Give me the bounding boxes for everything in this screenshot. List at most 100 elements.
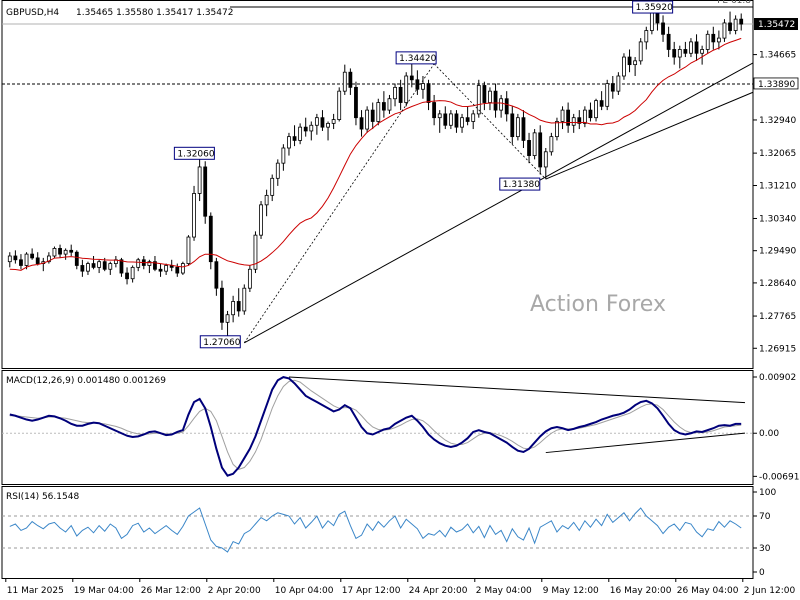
- bull-candle: [197, 166, 202, 194]
- bear-candle: [728, 22, 732, 31]
- time-tick-label: 2 May 04:00: [476, 586, 532, 596]
- bear-candle: [175, 266, 180, 274]
- price-label-text: 1.34420: [399, 54, 436, 64]
- price-tick-label: 1.29490: [759, 247, 796, 257]
- bear-candle: [320, 117, 325, 128]
- bull-candle: [186, 236, 191, 264]
- bear-candle: [203, 166, 208, 217]
- bull-candle: [147, 261, 152, 266]
- current-price-box: [754, 18, 798, 31]
- fib-projection-line: [243, 63, 435, 344]
- bull-candle: [225, 314, 230, 323]
- bear-candle: [415, 79, 420, 90]
- price-label-text: 1.32060: [177, 149, 214, 159]
- bear-candle: [214, 261, 219, 289]
- bull-candle: [594, 100, 598, 119]
- price-tick-label: 1.31210: [759, 182, 796, 192]
- bull-candle: [275, 162, 280, 179]
- current-price-label: 1.35472: [758, 20, 795, 30]
- bull-candle: [287, 136, 291, 149]
- bull-candle: [309, 124, 314, 132]
- bear-candle: [493, 90, 498, 111]
- bull-candle: [86, 263, 90, 272]
- rsi-title: RSI(14) 56.1548: [6, 492, 79, 502]
- panel-frames: [1, 0, 754, 579]
- bear-candle: [19, 259, 23, 266]
- bear-candle: [303, 126, 308, 132]
- bull-candle: [46, 255, 51, 263]
- bull-candle: [700, 49, 705, 54]
- macd-trendline: [545, 432, 746, 454]
- bear-candle: [119, 259, 124, 274]
- bear-candle: [577, 117, 582, 124]
- macd-line: [9, 376, 742, 477]
- time-tick-label: 17 Apr 12:00: [342, 586, 401, 596]
- price-tick-label: 1.34665: [759, 51, 796, 61]
- bull-candle: [677, 49, 682, 58]
- bull-candle: [264, 194, 269, 206]
- bear-candle: [666, 33, 671, 50]
- bull-candle: [555, 121, 559, 138]
- bull-candle: [582, 109, 587, 124]
- bull-candle: [281, 147, 286, 164]
- price-label-box: [632, 0, 674, 14]
- bear-candle: [74, 251, 79, 266]
- time-tick-label: 9 May 12:00: [543, 586, 599, 596]
- bear-candle: [443, 113, 448, 126]
- bull-candle: [130, 266, 135, 280]
- macd-frame: [1, 370, 754, 485]
- macd-signal-line: [9, 379, 742, 470]
- bull-candle: [543, 151, 548, 168]
- bear-candle: [102, 261, 107, 270]
- bear-candle: [359, 117, 364, 130]
- bull-candle: [376, 102, 381, 122]
- time-tick-label: 26 Mar 12:00: [141, 586, 201, 596]
- bear-candle: [510, 113, 515, 138]
- price-labels: 1.35920 1.34420 1.32060 1.31380 1.27060: [173, 0, 674, 349]
- rsi-line: [9, 507, 742, 553]
- price-label-box: [199, 335, 241, 349]
- price-tick-label: 1.32940: [759, 116, 796, 126]
- bull-candle: [644, 30, 649, 43]
- bull-candle: [476, 85, 481, 115]
- bull-candle: [247, 268, 252, 289]
- bull-candle: [192, 193, 196, 238]
- bear-candle: [80, 265, 85, 272]
- bear-candle: [91, 263, 96, 268]
- bull-candle: [638, 41, 643, 62]
- bull-candle: [649, 11, 654, 31]
- macd-trendline: [288, 376, 746, 404]
- bull-candle: [337, 90, 342, 120]
- header-symbol: GBPUSD,H4: [6, 8, 59, 18]
- bear-candle: [208, 215, 213, 263]
- price-label-text: 1.27060: [203, 338, 240, 348]
- bull-candle: [633, 60, 638, 66]
- bear-candle: [599, 100, 604, 107]
- time-tick-label: 10 Apr 04:00: [275, 586, 334, 596]
- bear-candle: [588, 109, 593, 119]
- bear-candle: [465, 117, 470, 122]
- bull-candle: [616, 75, 621, 92]
- bull-candle: [242, 287, 247, 312]
- time-axis: 11 Mar 2025 19 Mar 04:00 26 Mar 12:00 2 Apr…: [5, 578, 796, 596]
- bear-candle: [661, 22, 665, 35]
- bull-candle: [515, 117, 520, 138]
- bull-candle: [460, 117, 464, 128]
- bull-candle: [605, 83, 610, 107]
- bull-candle: [622, 56, 626, 77]
- bull-candle: [448, 113, 453, 126]
- bull-candle: [571, 117, 576, 126]
- trendlines: [243, 62, 754, 344]
- bear-candle: [610, 83, 615, 92]
- bull-candle: [7, 255, 12, 263]
- bear-candle: [409, 75, 414, 81]
- bear-candle: [739, 18, 744, 25]
- time-tick-label: 19 Mar 04:00: [74, 586, 134, 596]
- bear-candle: [482, 85, 487, 103]
- price-tick-label: 1.28640: [759, 279, 796, 289]
- bear-candle: [58, 248, 62, 255]
- level-price-box: [753, 77, 799, 90]
- bull-candle: [259, 204, 263, 236]
- price-frame: [1, 0, 754, 369]
- bear-candle: [381, 102, 386, 111]
